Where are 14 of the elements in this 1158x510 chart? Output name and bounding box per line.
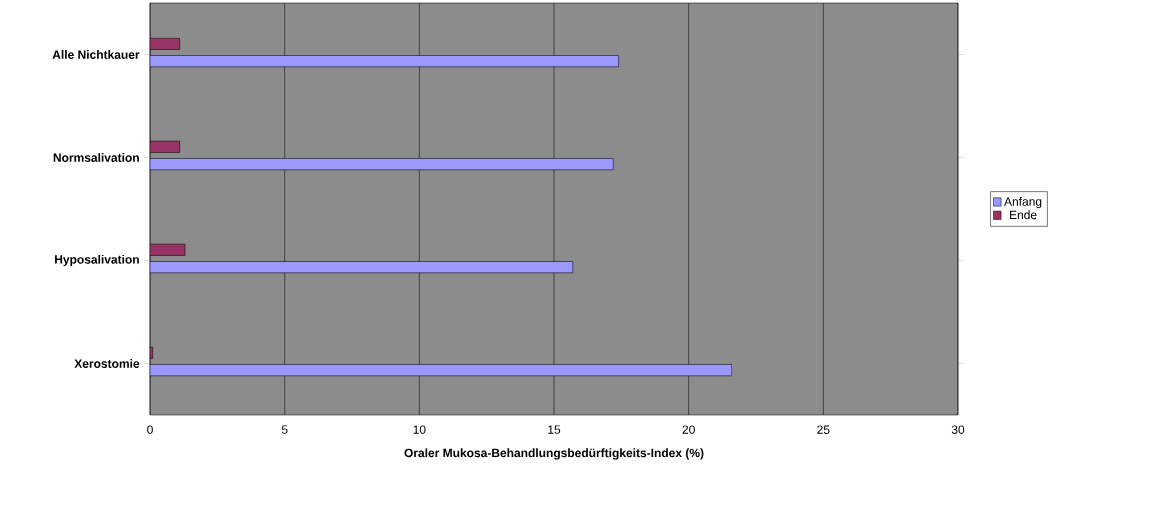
x-tick-label: 5 xyxy=(281,425,288,434)
y-tick-label: Xerostomie xyxy=(74,359,140,368)
x-tick-label: 10 xyxy=(413,425,426,434)
x-tick-label: 0 xyxy=(147,425,153,434)
x-axis-title: Oraler Mukosa-Behandlungsbedürftigkeits-Index (%) xyxy=(404,448,704,460)
x-tick-label: 25 xyxy=(817,425,830,434)
y-tick-label: Normsalivation xyxy=(53,153,139,162)
y-tick-label: Hyposalivation xyxy=(55,254,139,267)
x-tick-label: 15 xyxy=(548,425,561,434)
y-tick-label: Alle Nichtkauer xyxy=(52,50,140,59)
legend-label: Anfang xyxy=(1004,196,1042,209)
x-tick-label: 30 xyxy=(951,425,965,434)
legend-label: Ende xyxy=(1010,210,1037,220)
x-tick-label: 20 xyxy=(682,425,695,434)
